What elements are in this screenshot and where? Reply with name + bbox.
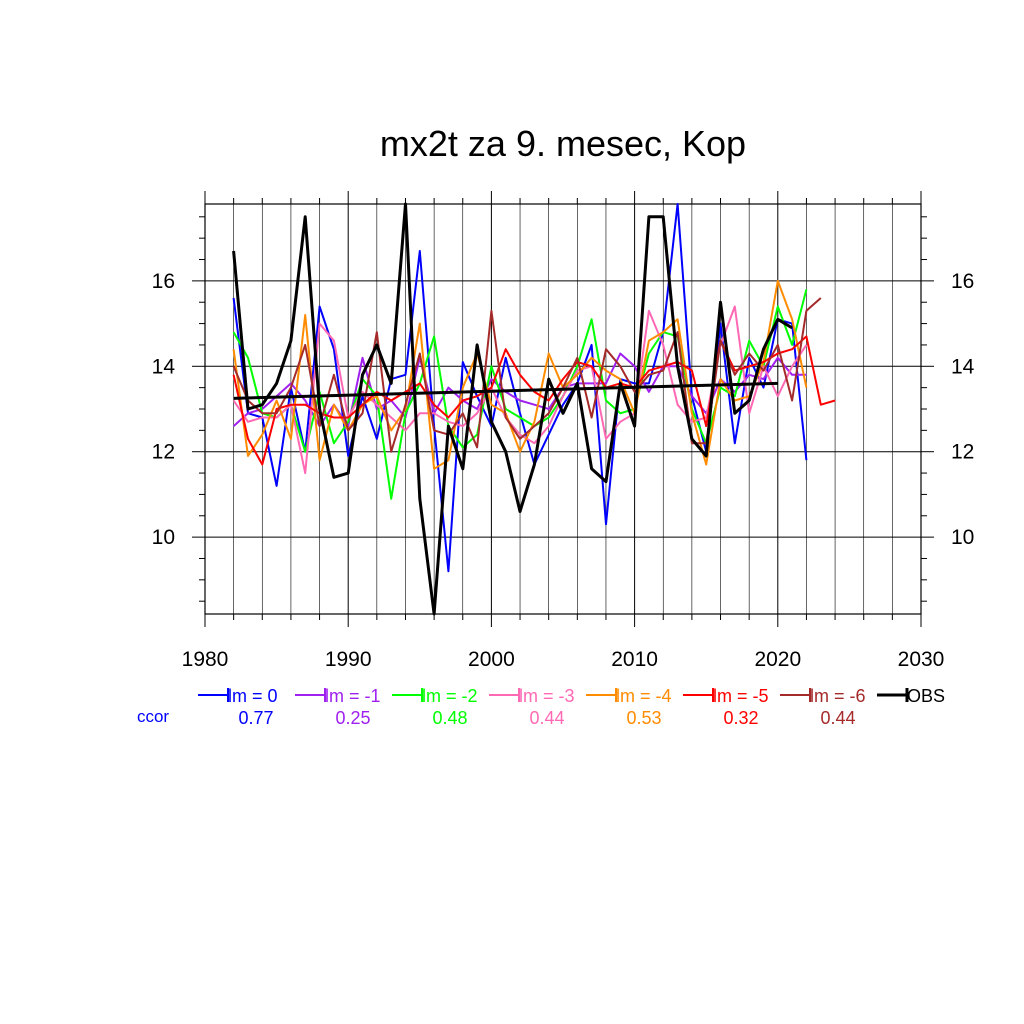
series-line-6 (232, 297, 822, 453)
legend-label: lm = -5 (713, 686, 769, 706)
y-tick-label: 16 (152, 270, 175, 293)
x-tick-label: 2010 (611, 648, 658, 671)
ccor-value: 0.44 (529, 708, 564, 728)
plot-area: 1980 1990 2000 2010 2020 2030 10 10 12 12 14 14 16 16 (152, 191, 975, 671)
x-tick-label: 1990 (325, 648, 372, 671)
y-tick-label-right: 14 (951, 355, 975, 378)
ccor-value: 0.32 (723, 708, 758, 728)
ccor-value: 0.25 (335, 708, 370, 728)
x-tick-label: 2030 (898, 648, 945, 671)
ccor-value: 0.48 (432, 708, 467, 728)
ccor-label: ccor (137, 707, 169, 726)
y-tick-label-right: 10 (951, 526, 974, 549)
series-line-7 (232, 202, 793, 616)
ccor-value: 0.44 (820, 708, 855, 728)
y-tick-label: 12 (152, 441, 175, 464)
legend-label: lm = -3 (519, 686, 575, 706)
y-tick-label-right: 16 (951, 270, 974, 293)
legend-label: lm = -6 (810, 686, 866, 706)
trend-line (233, 381, 778, 400)
legend-label: lm = 0 (228, 686, 278, 706)
y-tick-label: 14 (152, 355, 176, 378)
ccor-value: 0.77 (238, 708, 273, 728)
x-tick-label: 2020 (754, 648, 801, 671)
legend-label: OBS (907, 686, 945, 706)
legend-label: lm = -4 (616, 686, 672, 706)
y-tick-label-right: 12 (951, 441, 974, 464)
ccor-value: 0.53 (626, 708, 661, 728)
x-tick-label: 1980 (182, 648, 229, 671)
series-line-4 (232, 279, 808, 470)
legend-label: lm = -2 (422, 686, 478, 706)
series-line-5 (232, 335, 836, 466)
chart-title: mx2t za 9. mesec, Kop (380, 123, 746, 164)
x-tick-label: 2000 (468, 648, 515, 671)
legend-label: lm = -1 (325, 686, 381, 706)
y-tick-label: 10 (152, 526, 175, 549)
